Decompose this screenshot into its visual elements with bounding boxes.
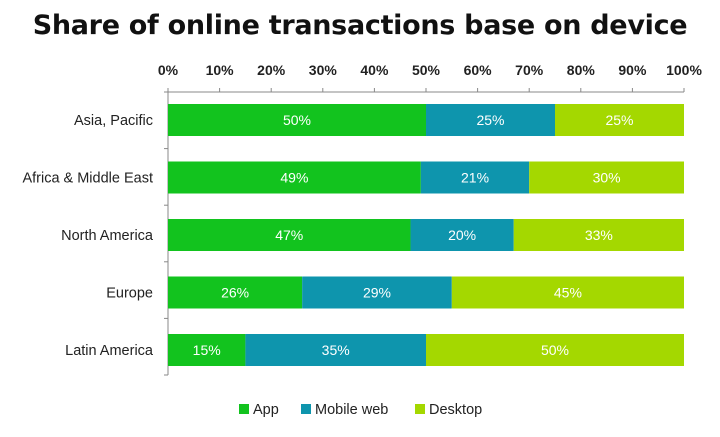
bar-segment	[168, 219, 411, 251]
data-label: 29%	[363, 285, 391, 301]
data-label: 15%	[193, 342, 221, 358]
legend-swatch	[239, 404, 249, 414]
data-label: 25%	[605, 112, 633, 128]
y-axis: Asia, Pacific Africa & Middle East North A…	[22, 91, 169, 376]
x-tick-label: 20%	[257, 62, 286, 78]
bar-segment	[410, 219, 514, 251]
data-label: 25%	[476, 112, 504, 128]
bar-segment	[420, 161, 530, 194]
bar-segment	[513, 219, 684, 251]
data-label: 45%	[554, 285, 582, 301]
bar-segment	[168, 334, 246, 366]
legend-swatch	[301, 404, 311, 414]
data-label: 50%	[283, 112, 311, 128]
data-label: 35%	[322, 342, 350, 358]
x-tick-label: 50%	[412, 62, 441, 78]
legend-swatch	[415, 404, 425, 414]
bar-segment	[555, 104, 684, 136]
bar-segment	[302, 276, 452, 309]
bar-segment	[451, 276, 684, 309]
bar-segment	[426, 104, 555, 136]
bar-segment	[168, 276, 303, 309]
x-axis: 0% 10% 20% 30% 40% 50% 60% 70% 80% 90% 100%	[158, 62, 702, 93]
bar-segment	[426, 334, 684, 366]
data-label: 47%	[275, 227, 303, 243]
legend-label: Mobile web	[315, 402, 388, 418]
data-label: 30%	[593, 170, 621, 186]
data-label: 33%	[585, 227, 613, 243]
legend-label: App	[253, 402, 279, 418]
x-tick-label: 70%	[515, 62, 544, 78]
data-label: 21%	[461, 170, 489, 186]
category-label: Africa & Middle East	[22, 171, 153, 187]
x-tick-label: 0%	[158, 62, 179, 78]
data-label: 49%	[280, 170, 308, 186]
x-tick-label: 80%	[567, 62, 596, 78]
chart-title: Share of online transactions base on dev…	[32, 10, 688, 41]
bars: 50% 25% 25% 49% 21% 30% 47% 20% 33% 26% 29% 45% 15% 3…	[168, 104, 684, 366]
legend: App Mobile web Desktop	[239, 402, 482, 418]
category-label: Europe	[106, 286, 153, 302]
bar-segment	[529, 161, 684, 194]
legend-label: Desktop	[429, 402, 482, 418]
category-label: Asia, Pacific	[74, 113, 153, 129]
x-tick-label: 60%	[464, 62, 493, 78]
category-label: Latin America	[65, 343, 154, 359]
x-tick-label: 30%	[309, 62, 338, 78]
x-tick-label: 100%	[666, 62, 702, 78]
data-label: 20%	[448, 227, 476, 243]
x-tick-label: 90%	[618, 62, 647, 78]
data-label: 26%	[221, 285, 249, 301]
bar-segment	[168, 104, 426, 136]
category-label: North America	[61, 228, 154, 244]
bar-segment	[245, 334, 426, 366]
x-tick-label: 40%	[360, 62, 389, 78]
x-tick-label: 10%	[206, 62, 235, 78]
data-label: 50%	[541, 342, 569, 358]
bar-segment	[168, 161, 421, 194]
